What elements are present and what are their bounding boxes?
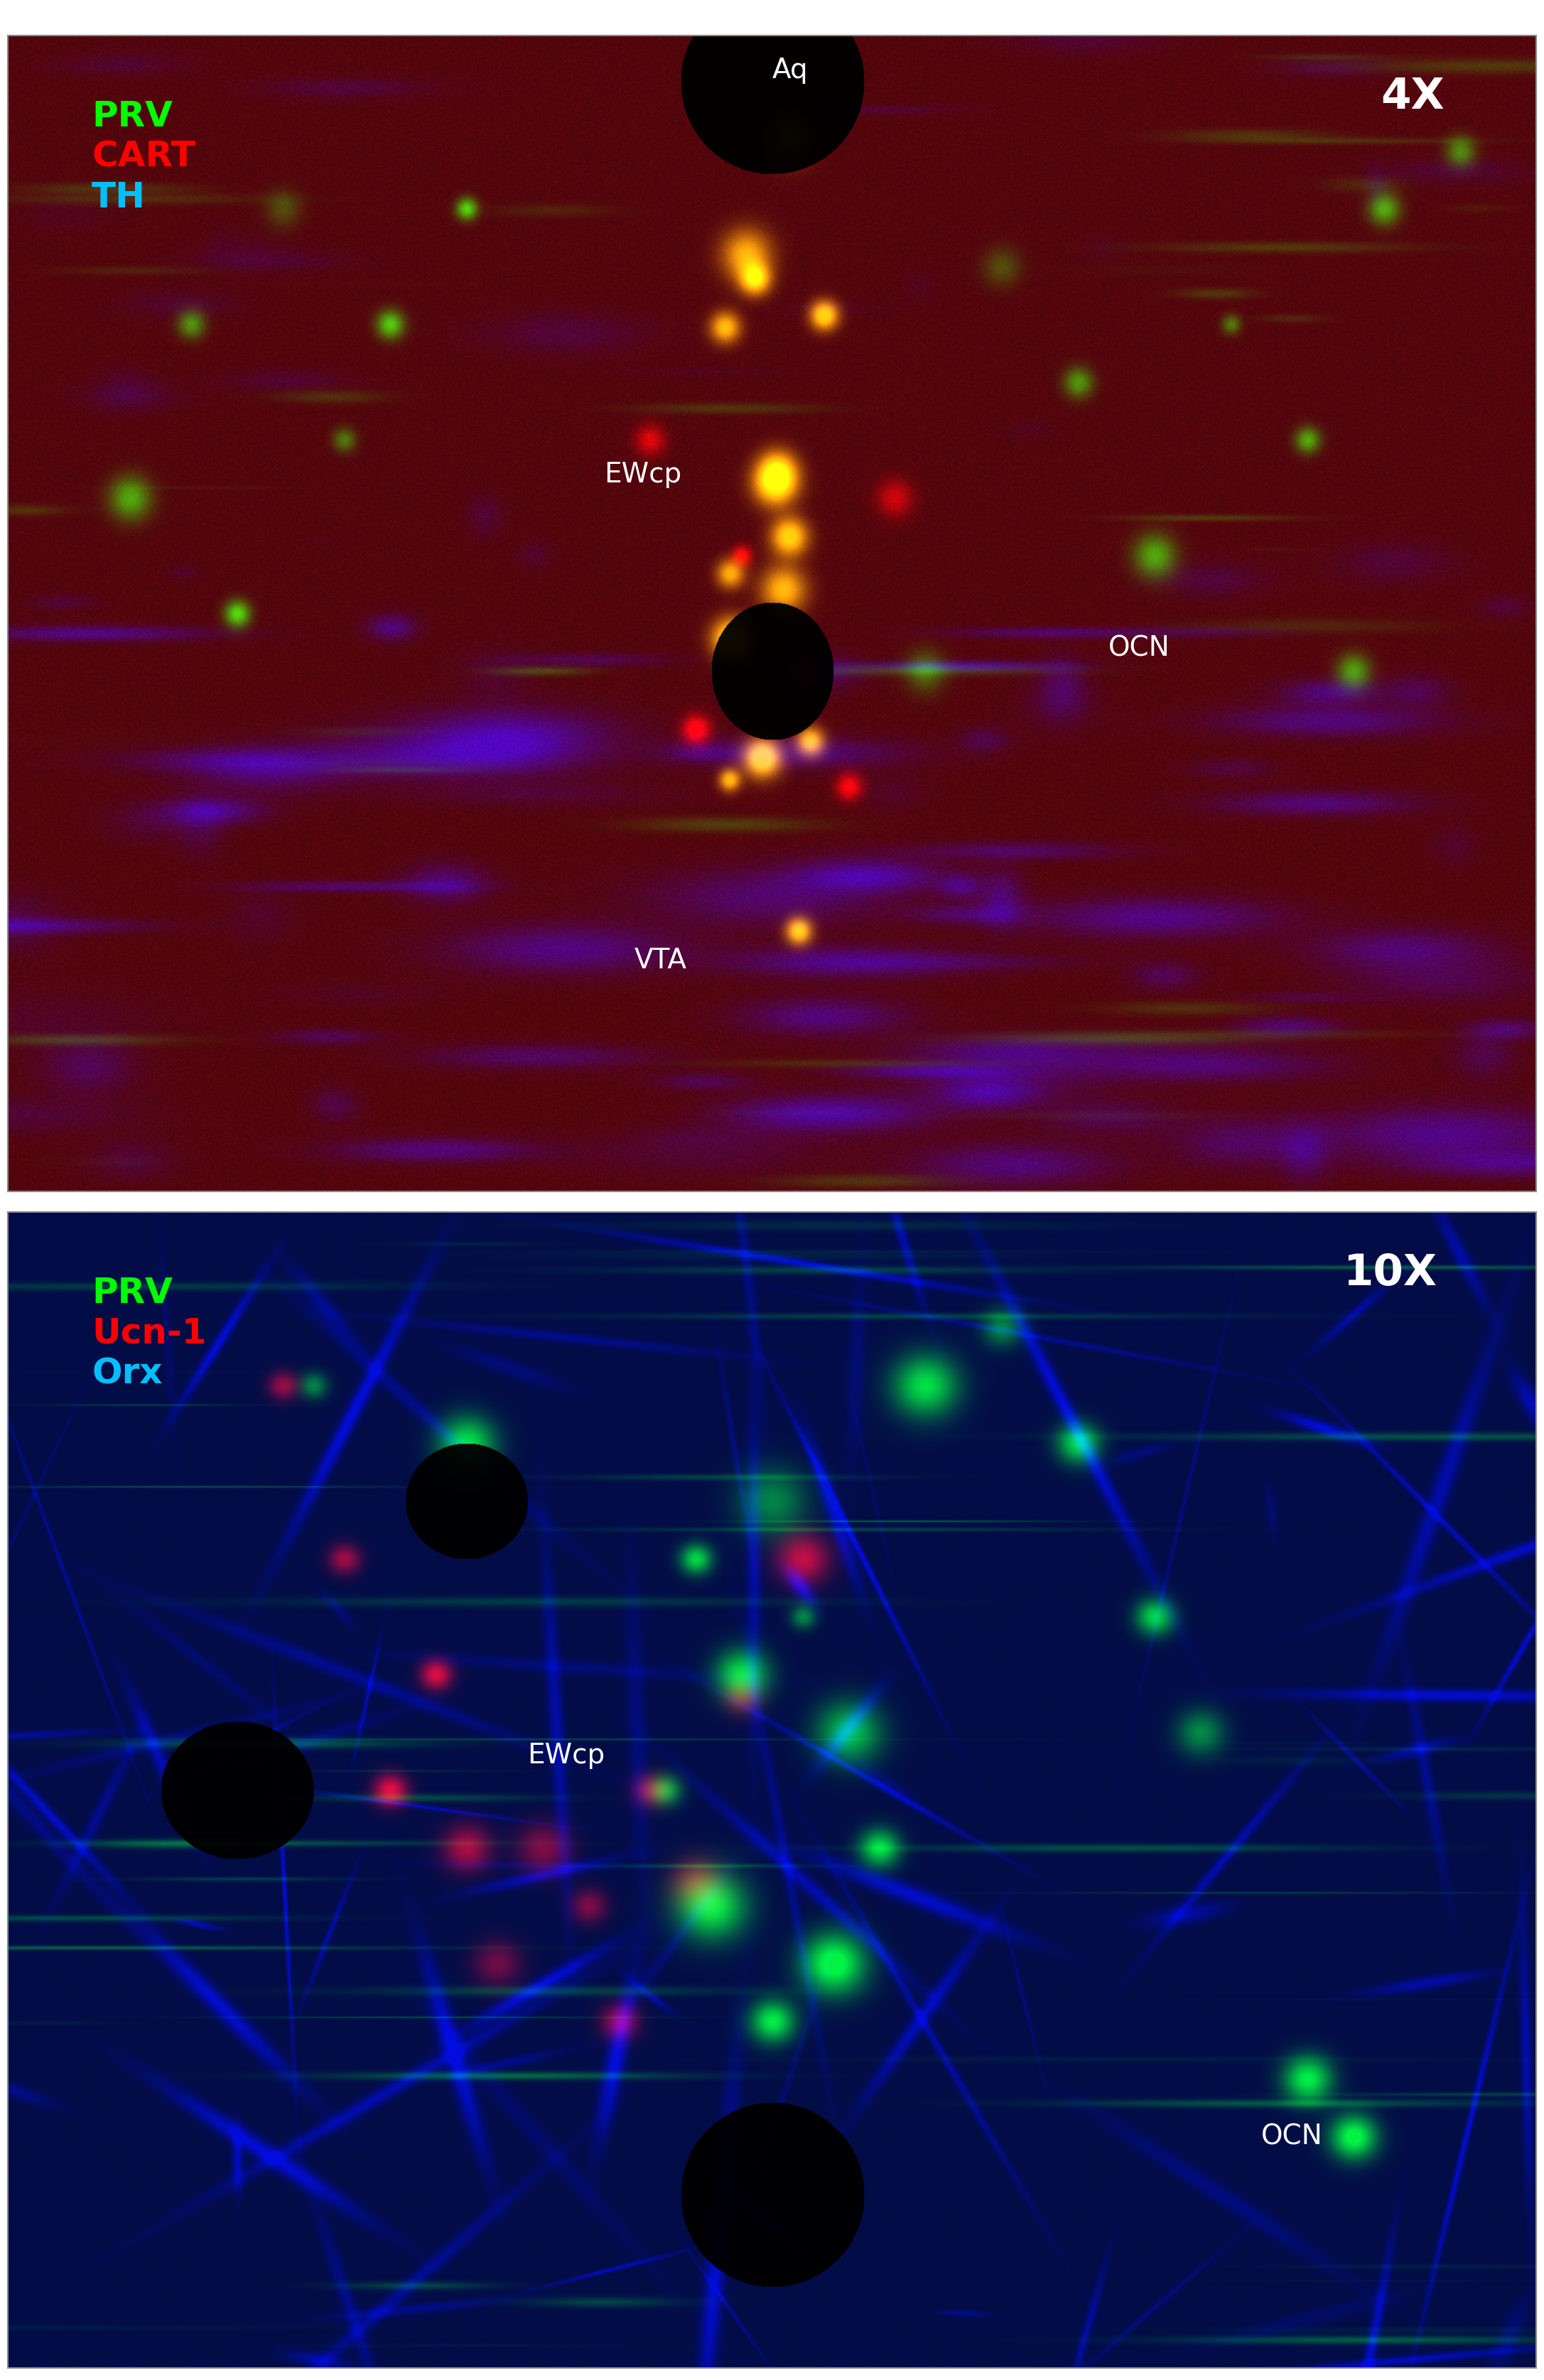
Text: OCN: OCN xyxy=(1109,635,1170,662)
Text: Ucn-1: Ucn-1 xyxy=(91,1316,207,1349)
Text: CART: CART xyxy=(91,140,196,174)
Text: Aq: Aq xyxy=(772,57,808,83)
Text: 4X: 4X xyxy=(1380,76,1445,119)
Text: PRV: PRV xyxy=(91,100,173,133)
Text: 10X: 10X xyxy=(1343,1252,1437,1295)
Text: PRV: PRV xyxy=(91,1276,173,1309)
Text: VTA: VTA xyxy=(635,947,687,973)
Text: EWcp: EWcp xyxy=(604,462,681,488)
Text: Orx: Orx xyxy=(91,1357,162,1390)
Text: OCN: OCN xyxy=(1261,2123,1323,2152)
Text: TH: TH xyxy=(91,181,145,214)
Text: EWcp: EWcp xyxy=(528,1742,605,1768)
